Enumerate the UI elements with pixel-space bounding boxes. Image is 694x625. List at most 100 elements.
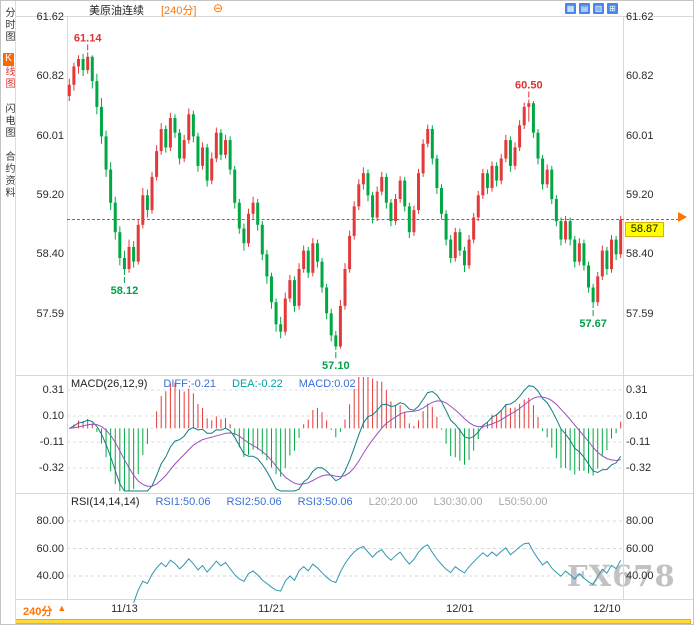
candle <box>499 158 503 181</box>
candle <box>458 232 462 251</box>
time-scrollbar[interactable] <box>15 619 691 624</box>
candle <box>279 324 283 332</box>
candle <box>86 56 90 71</box>
x-axis-date: 12/10 <box>593 603 621 615</box>
rsi-axis-tick: 40.00 <box>626 570 654 582</box>
candle <box>559 221 563 240</box>
candle <box>187 114 191 141</box>
candle <box>357 184 361 207</box>
candle <box>224 140 228 155</box>
rsi-line <box>133 542 622 604</box>
candle <box>568 221 572 240</box>
rsi-axis-tick: 40.00 <box>36 570 64 582</box>
rsi-axis-tick: 80.00 <box>36 515 64 527</box>
rsi-panel[interactable] <box>67 493 623 604</box>
candle <box>352 206 356 236</box>
price-annotation: 57.67 <box>579 318 607 330</box>
candle <box>274 302 278 325</box>
last-price-line <box>67 218 679 220</box>
candle <box>155 151 159 177</box>
y-axis-tick: 60.01 <box>626 129 654 142</box>
candle <box>164 129 168 148</box>
rsi-l20: L20:20.00 <box>368 496 418 508</box>
candle <box>325 287 329 314</box>
candle <box>375 191 379 218</box>
instrument-title: 美原油连续 <box>89 5 144 17</box>
y-axis-tick: 61.62 <box>36 11 64 23</box>
kline-k-badge: K <box>3 53 14 66</box>
candle <box>481 173 485 196</box>
sidebar-tab-kline[interactable]: K线图 <box>2 53 14 90</box>
candle <box>329 313 333 336</box>
candle <box>109 169 113 203</box>
rsi1-value: RSI1:50.06 <box>155 496 211 508</box>
sidebar-tab-lightning-chart[interactable]: 闪电图 <box>3 103 14 139</box>
macd-label-row: MACD(26,12,9) DIFF:-0.21 DEA:-0.22 MACD:… <box>71 378 356 390</box>
candle <box>260 224 264 255</box>
layout-grid-icon[interactable]: ▦ <box>565 3 576 14</box>
candle <box>472 217 476 240</box>
candle <box>72 66 76 85</box>
candle <box>122 258 126 270</box>
candle <box>462 250 466 266</box>
candle <box>168 118 172 148</box>
candle <box>600 250 604 277</box>
macd-axis-tick: 0.10 <box>42 410 64 422</box>
candle <box>315 243 319 262</box>
macd-panel[interactable] <box>67 375 623 493</box>
candle <box>467 239 471 266</box>
rsi3-value: RSI3:50.06 <box>297 496 353 508</box>
rsi-title[interactable]: RSI(14,14,14) <box>71 496 140 508</box>
candle <box>614 239 618 255</box>
candle <box>403 180 407 207</box>
macd-separator <box>15 375 693 376</box>
kline-label: 线图 <box>3 66 14 90</box>
main-candlestick-chart[interactable]: 61.14 58.12 57.10 60.50 57.67 <box>67 17 623 375</box>
candle <box>596 276 600 303</box>
y-axis-tick: 60.82 <box>626 69 654 82</box>
y-axis-tick: 57.59 <box>626 308 654 320</box>
candle <box>380 176 384 192</box>
candle <box>508 140 512 166</box>
candle <box>545 169 549 185</box>
candle <box>178 132 182 159</box>
candle <box>205 147 209 181</box>
period-selector-button[interactable]: 240分 ▲ <box>23 603 66 619</box>
candle <box>288 280 292 299</box>
candle <box>389 202 393 222</box>
price-annotation: 58.12 <box>111 285 139 297</box>
candle <box>150 176 154 211</box>
candle <box>113 202 117 233</box>
collapse-icon[interactable]: ⊖ <box>213 1 224 15</box>
layout-columns-icon[interactable]: ▥ <box>593 3 604 14</box>
layout-rows-icon[interactable]: ▤ <box>579 3 590 14</box>
candle <box>361 173 365 185</box>
rsi-label-row: RSI(14,14,14) RSI1:50.06 RSI2:50.06 RSI3… <box>71 496 547 508</box>
candle <box>550 169 554 200</box>
candle <box>196 136 200 166</box>
layout-single-icon[interactable]: ⊞ <box>607 3 618 14</box>
candle <box>504 140 508 159</box>
candle <box>371 195 375 218</box>
candles <box>67 52 623 351</box>
period-up-arrow-icon: ▲ <box>57 603 67 613</box>
y-axis-tick: 57.59 <box>36 308 64 320</box>
period-indicator[interactable]: [240分] <box>161 5 197 17</box>
candle <box>251 202 255 214</box>
macd-title[interactable]: MACD(26,12,9) <box>71 378 148 390</box>
candle <box>256 202 260 225</box>
candle <box>536 132 540 159</box>
sidebar-tab-contract-info[interactable]: 合约资料 <box>3 151 14 199</box>
candle <box>104 136 108 170</box>
candle <box>228 140 232 170</box>
macd-diff-line <box>69 385 622 492</box>
x-axis-date: 11/13 <box>111 603 138 615</box>
candle <box>233 169 237 203</box>
candle <box>159 129 163 152</box>
price-annotation: 57.10 <box>322 360 350 372</box>
candle <box>449 239 453 258</box>
sidebar-tab-time-chart[interactable]: 分时图 <box>3 7 14 43</box>
candle <box>518 125 522 148</box>
header-separator <box>15 16 693 17</box>
candle <box>430 129 434 159</box>
